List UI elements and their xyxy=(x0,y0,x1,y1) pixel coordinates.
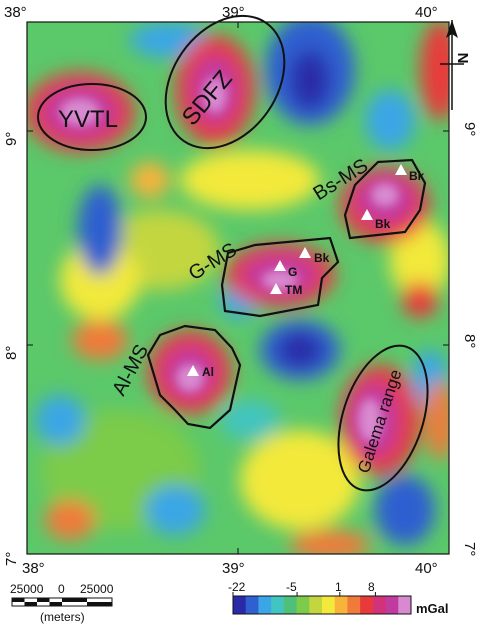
colorbar-segment xyxy=(322,596,336,614)
north-arrow-icon xyxy=(440,20,464,110)
north-arrow-label: N xyxy=(454,53,471,64)
site-label-bk3: Bk xyxy=(314,251,330,265)
scale-bar xyxy=(11,597,113,607)
colorbar-tick-neg5: -5 xyxy=(286,580,297,594)
site-label-bk1: Bk xyxy=(409,169,425,183)
colorbar-segment xyxy=(309,596,323,614)
colorbar-segment xyxy=(385,596,399,614)
site-triangle-al xyxy=(187,365,199,376)
bottom-tick-39: 39° xyxy=(222,560,245,577)
colorbar-segment xyxy=(372,596,387,614)
colorbar-tick-1: 1 xyxy=(335,580,342,594)
colorbar-segment xyxy=(347,596,361,614)
colorbar-segment xyxy=(334,596,348,614)
colorbar-segment xyxy=(245,596,259,614)
sdfz-outline xyxy=(164,14,286,150)
scale-unit: (meters) xyxy=(40,610,85,624)
site-triangle-g xyxy=(274,260,286,271)
site-label-g: G xyxy=(288,265,297,279)
bottom-tick-38: 38° xyxy=(22,560,45,577)
frame-tick-marks xyxy=(27,22,449,554)
scale-label-right: 25000 xyxy=(80,582,114,596)
top-tick-40: 40° xyxy=(415,4,438,21)
colorbar-unit: mGal xyxy=(416,601,449,616)
colorbar xyxy=(232,592,412,615)
colorbar-segment xyxy=(296,596,310,614)
site-label-tm: TM xyxy=(285,283,302,297)
al-ms-outline xyxy=(146,324,242,430)
colorbar-segment xyxy=(398,596,412,614)
galema-outline xyxy=(337,344,429,492)
top-tick-38: 38° xyxy=(4,4,27,21)
site-triangle-bk1 xyxy=(395,164,407,175)
colorbar-segment xyxy=(258,596,272,614)
colorbar-tick-neg22: -22 xyxy=(228,580,246,594)
scale-label-mid: 0 xyxy=(58,582,65,596)
gravity-anomaly-field xyxy=(27,22,449,554)
colorbar-segment xyxy=(271,596,285,614)
site-triangle-tm xyxy=(270,283,282,294)
site-label-bk2: Bk xyxy=(375,217,391,231)
site-label-al: Al xyxy=(202,365,214,379)
scale-label-left: 25000 xyxy=(10,582,44,596)
colorbar-border xyxy=(232,595,412,615)
colorbar-tick-8: 8 xyxy=(368,580,375,594)
site-triangle-bk2 xyxy=(361,209,373,220)
g-ms-outline xyxy=(220,236,340,318)
yvtl-outline xyxy=(37,83,147,151)
bs-ms-outline xyxy=(343,158,427,240)
site-triangle-bk3 xyxy=(299,247,311,258)
colorbar-segment xyxy=(360,596,374,614)
colorbar-segment xyxy=(233,596,247,614)
colorbar-segment xyxy=(283,596,298,614)
bottom-tick-40: 40° xyxy=(415,560,438,577)
label-yvtl: YVTL xyxy=(58,106,118,133)
